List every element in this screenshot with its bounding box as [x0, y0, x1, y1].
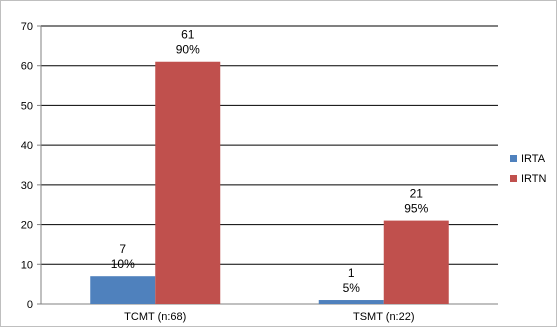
bar-irtn-0 — [155, 61, 221, 304]
gridlines — [37, 25, 498, 305]
y-tick-label: 70 — [21, 21, 33, 33]
y-tick-label: 20 — [21, 220, 33, 232]
legend-swatch-irtn — [510, 175, 517, 182]
bar-irta-1 — [318, 300, 384, 304]
data-label-percent: 90% — [176, 43, 200, 57]
y-tick-label: 50 — [21, 100, 33, 112]
y-tick-label: 40 — [21, 140, 33, 152]
y-tick-label: 0 — [27, 299, 33, 311]
legend-swatch-irta — [510, 155, 517, 162]
data-label-value: 21 — [410, 187, 424, 201]
data-label-value: 61 — [181, 28, 195, 42]
x-tick-label: TSMT (n:22) — [353, 311, 415, 323]
bar-irtn-1 — [383, 220, 449, 304]
y-tick-label: 10 — [21, 259, 33, 271]
bar-irta-0 — [90, 276, 156, 304]
bars — [90, 61, 449, 304]
legend-label-irtn: IRTN — [521, 173, 547, 185]
y-axis-ticks: 0 10 20 30 40 50 60 70 — [21, 21, 33, 311]
data-label-value: 1 — [348, 266, 355, 280]
y-tick-label: 30 — [21, 180, 33, 192]
data-label-percent: 10% — [111, 257, 135, 271]
x-axis-ticks: TCMT (n:68) TSMT (n:22) — [124, 311, 414, 323]
data-label-percent: 5% — [343, 281, 361, 295]
legend: IRTA IRTN — [510, 153, 547, 185]
legend-label-irta: IRTA — [521, 153, 546, 165]
data-label-percent: 95% — [404, 202, 428, 216]
x-tick-label: TCMT (n:68) — [124, 311, 186, 323]
y-tick-label: 60 — [21, 61, 33, 73]
data-label-value: 7 — [119, 242, 126, 256]
